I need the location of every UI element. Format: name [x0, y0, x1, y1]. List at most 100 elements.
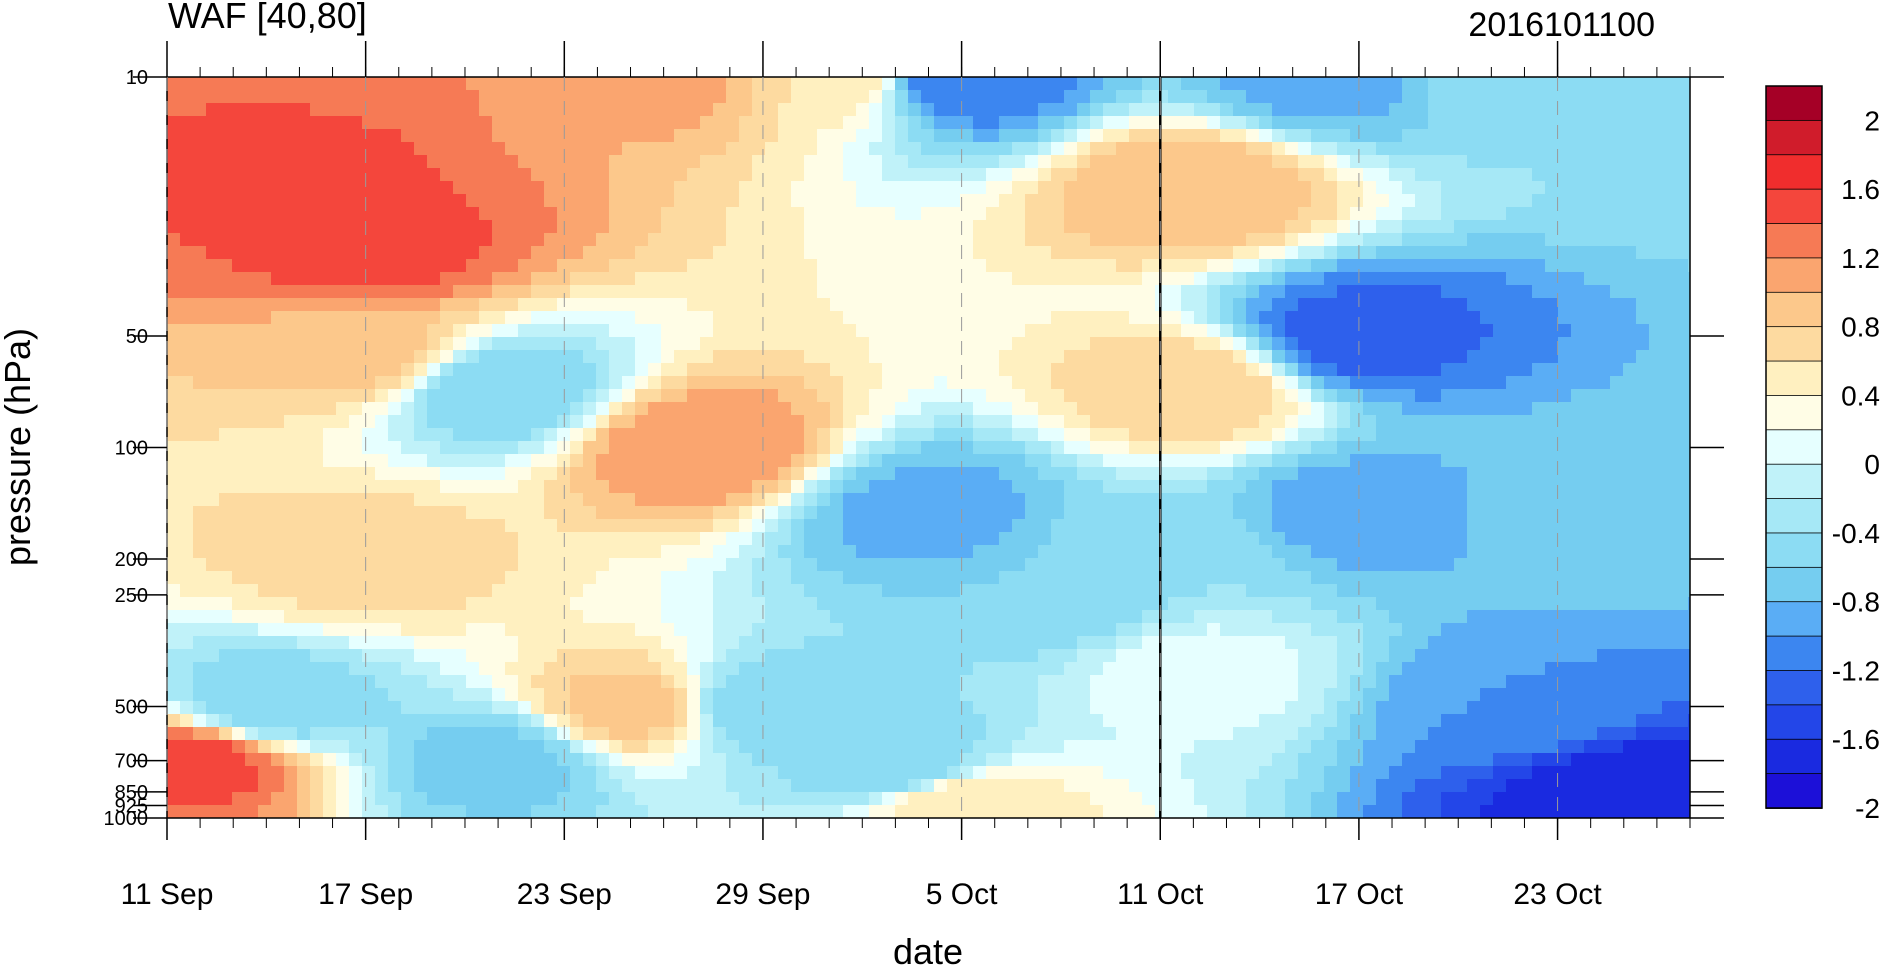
contour-cell [726, 480, 740, 494]
contour-cell [414, 519, 428, 533]
contour-cell [986, 610, 1000, 624]
contour-cell [1402, 246, 1416, 260]
contour-cell [1103, 181, 1117, 195]
contour-cell [1428, 90, 1442, 104]
contour-cell [1688, 558, 1690, 572]
contour-cell [531, 220, 545, 234]
contour-cell [856, 519, 870, 533]
contour-cell [1194, 259, 1208, 273]
contour-cell [583, 207, 597, 221]
contour-cell [778, 272, 792, 286]
contour-cell [1441, 480, 1455, 494]
contour-cell [284, 363, 298, 377]
contour-cell [791, 584, 805, 598]
contour-cell [622, 610, 636, 624]
contour-cell [1142, 441, 1156, 455]
contour-cell [804, 90, 818, 104]
contour-cell [1077, 454, 1091, 468]
contour-cell [388, 298, 402, 312]
contour-cell [1337, 402, 1351, 416]
contour-cell [1012, 207, 1026, 221]
contour-cell [258, 116, 272, 130]
contour-cell [310, 194, 324, 208]
contour-cell [336, 467, 350, 481]
contour-cell [336, 623, 350, 637]
contour-cell [1337, 103, 1351, 117]
contour-cell [726, 142, 740, 156]
contour-cell [1051, 493, 1065, 507]
contour-cell [1272, 493, 1286, 507]
contour-cell [336, 181, 350, 195]
contour-cell [791, 597, 805, 611]
contour-cell [986, 363, 1000, 377]
contour-cell [1324, 584, 1338, 598]
contour-cell [583, 246, 597, 260]
contour-cell [544, 194, 558, 208]
contour-cell [1311, 259, 1325, 273]
contour-cell [258, 337, 272, 351]
contour-cell [518, 272, 532, 286]
contour-cell [791, 506, 805, 520]
contour-cell [1376, 467, 1390, 481]
contour-cell [1220, 610, 1234, 624]
contour-cell [674, 129, 688, 143]
contour-cell [1519, 324, 1533, 338]
contour-cell [687, 337, 701, 351]
contour-cell [414, 493, 428, 507]
contour-cell [1246, 545, 1260, 559]
contour-cell [1194, 155, 1208, 169]
contour-cell [1376, 77, 1390, 91]
contour-cell [973, 220, 987, 234]
contour-cell [1454, 272, 1468, 286]
contour-cell [167, 233, 181, 247]
contour-cell [219, 103, 233, 117]
contour-cell [687, 597, 701, 611]
contour-cell [804, 506, 818, 520]
contour-cell [1662, 285, 1676, 299]
contour-cell [986, 506, 1000, 520]
contour-cell [570, 298, 584, 312]
contour-cell [791, 233, 805, 247]
contour-cell [752, 168, 766, 182]
contour-cell [999, 272, 1013, 286]
contour-cell [973, 285, 987, 299]
contour-cell [167, 363, 181, 377]
contour-cell [869, 337, 883, 351]
contour-cell [765, 532, 779, 546]
contour-cell [1558, 181, 1572, 195]
contour-cell [1597, 181, 1611, 195]
contour-cell [1454, 506, 1468, 520]
contour-cell [1324, 558, 1338, 572]
contour-cell [1402, 428, 1416, 442]
contour-cell [1454, 142, 1468, 156]
contour-cell [206, 584, 220, 598]
contour-cell [1441, 337, 1455, 351]
contour-cell [1688, 77, 1690, 91]
contour-cell [1623, 129, 1637, 143]
contour-cell [1610, 90, 1624, 104]
contour-cell [362, 116, 376, 130]
contour-cell [1064, 376, 1078, 390]
contour-cell [570, 441, 584, 455]
contour-cell [401, 181, 415, 195]
contour-cell [635, 233, 649, 247]
contour-cell [531, 233, 545, 247]
contour-cell [609, 324, 623, 338]
contour-cell [531, 194, 545, 208]
contour-cell [1636, 259, 1650, 273]
contour-cell [921, 233, 935, 247]
contour-cell [349, 363, 363, 377]
contour-cell [1220, 363, 1234, 377]
contour-cell [1519, 285, 1533, 299]
contour-cell [1597, 77, 1611, 91]
contour-cell [778, 350, 792, 364]
contour-cell [1285, 493, 1299, 507]
contour-cell [1038, 129, 1052, 143]
contour-cell [882, 376, 896, 390]
contour-cell [882, 324, 896, 338]
contour-cell [1272, 272, 1286, 286]
contour-cell [323, 103, 337, 117]
contour-cell [1168, 389, 1182, 403]
contour-cell [1363, 285, 1377, 299]
contour-cell [219, 493, 233, 507]
